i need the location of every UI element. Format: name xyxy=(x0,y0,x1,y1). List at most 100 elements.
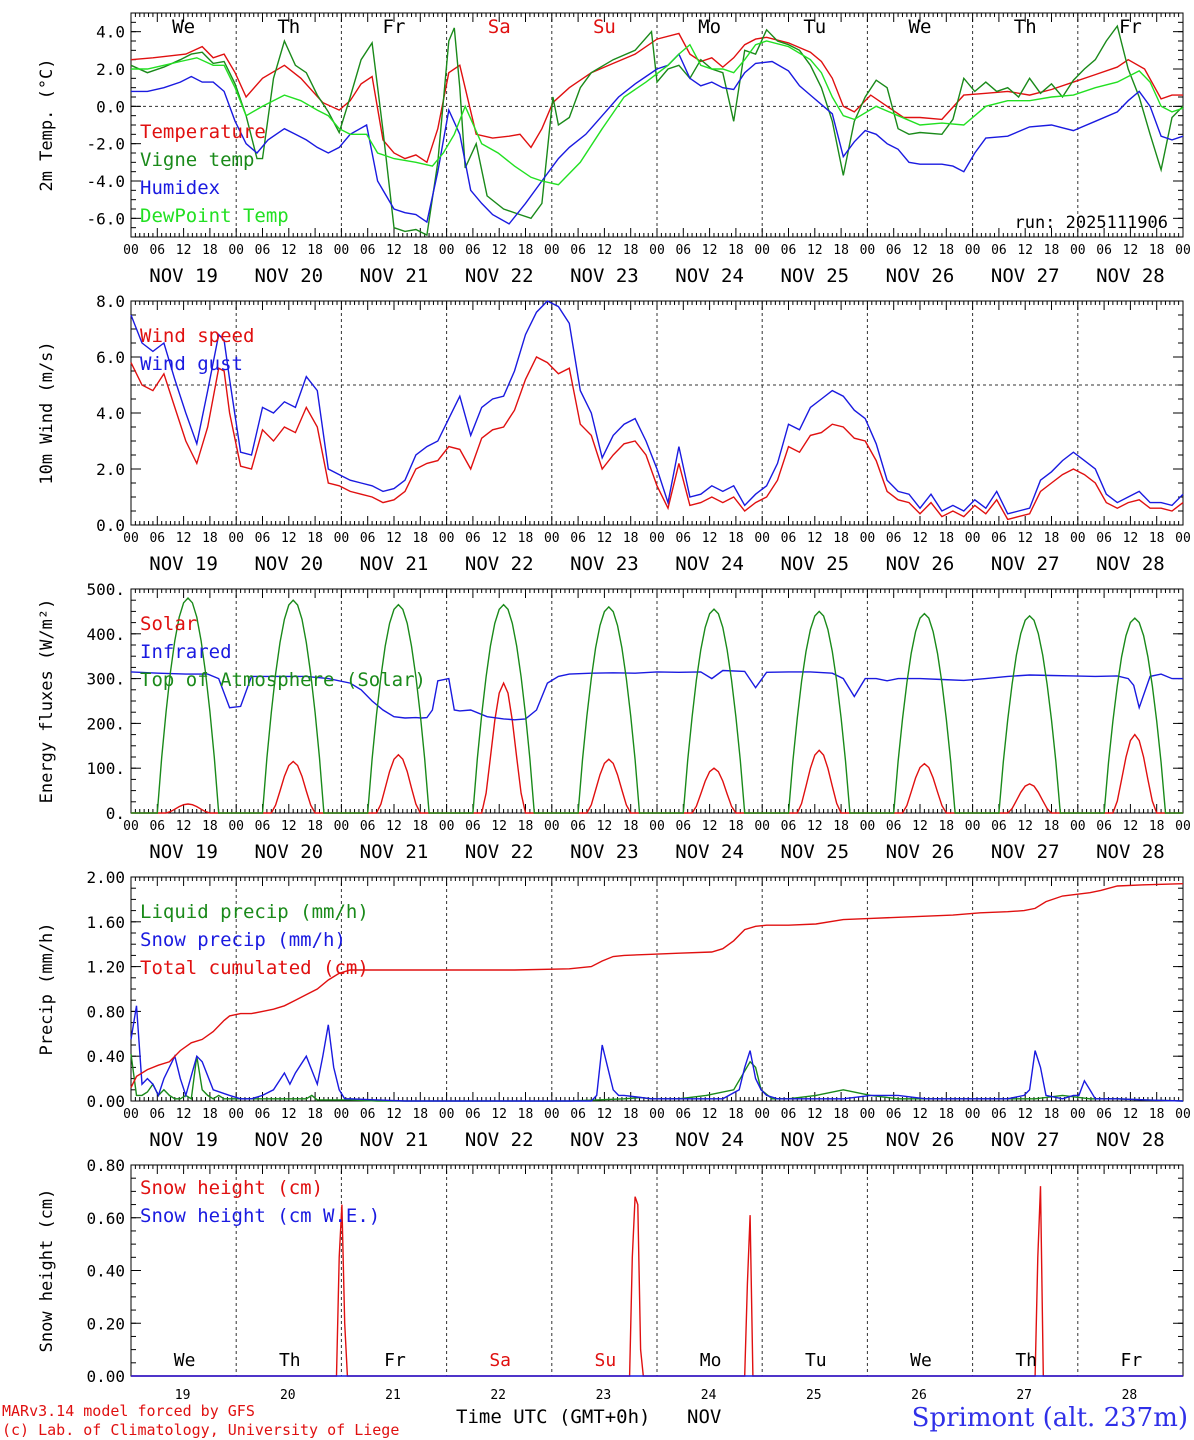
hour-label: 18 xyxy=(623,531,639,546)
hour-label: 06 xyxy=(886,819,902,834)
y-axis-label: 10m Wind (m/s) xyxy=(37,341,57,484)
date-label: NOV 25 xyxy=(780,1129,849,1151)
hour-label: 18 xyxy=(938,531,954,546)
weekday-label-top: Th xyxy=(1014,16,1037,38)
hour-label: 00 xyxy=(860,531,876,546)
date-label: NOV 25 xyxy=(780,553,849,575)
hour-label: 00 xyxy=(1175,819,1191,834)
credit-line-2: (c) Lab. of Climatology, University of L… xyxy=(2,1421,399,1439)
day-number: 20 xyxy=(280,1388,296,1403)
legend-entry: Humidex xyxy=(140,177,220,199)
hour-label: 00 xyxy=(123,1107,139,1122)
y-tick-label: 300. xyxy=(86,670,125,689)
date-label: NOV 19 xyxy=(149,265,218,287)
weekday-label-bottom: Sa xyxy=(489,1350,511,1371)
legend-entry: Vigne temp xyxy=(140,149,254,171)
hour-label: 06 xyxy=(991,531,1007,546)
hour-label: 00 xyxy=(334,243,350,258)
hour-label: 06 xyxy=(149,819,165,834)
legend-entry: Wind speed xyxy=(140,325,254,347)
y-tick-label: 400. xyxy=(86,625,125,644)
hour-label: 00 xyxy=(965,819,981,834)
weekday-label-bottom: Su xyxy=(595,1350,617,1371)
y-tick-label: 6.0 xyxy=(96,348,125,367)
hour-label: 00 xyxy=(228,819,244,834)
hour-label: 00 xyxy=(965,531,981,546)
hour-label: 00 xyxy=(860,1107,876,1122)
y-tick-label: 0.00 xyxy=(86,1367,125,1386)
hour-label: 06 xyxy=(675,531,691,546)
hour-label: 18 xyxy=(518,1107,534,1122)
hour-label: 12 xyxy=(1017,531,1033,546)
hour-label: 06 xyxy=(886,1107,902,1122)
hour-label: 12 xyxy=(491,1107,507,1122)
hour-label: 00 xyxy=(649,243,665,258)
y-tick-label: 0.40 xyxy=(86,1262,125,1281)
hour-label: 00 xyxy=(228,531,244,546)
y-tick-label: -2.0 xyxy=(86,135,125,154)
hour-label: 18 xyxy=(412,243,428,258)
date-label: NOV 19 xyxy=(149,841,218,863)
y-tick-label: 1.60 xyxy=(86,913,125,932)
hour-label: 12 xyxy=(702,1107,718,1122)
hour-label: 06 xyxy=(255,531,271,546)
date-label: NOV 20 xyxy=(254,265,323,287)
hour-label: 06 xyxy=(465,243,481,258)
hour-label: 00 xyxy=(754,1107,770,1122)
y-tick-label: 500. xyxy=(86,580,125,599)
hour-label: 06 xyxy=(149,243,165,258)
hour-label: 12 xyxy=(597,243,613,258)
date-label: NOV 25 xyxy=(780,841,849,863)
hour-label: 06 xyxy=(886,243,902,258)
hour-label: 12 xyxy=(1017,1107,1033,1122)
hour-label: 18 xyxy=(518,243,534,258)
y-tick-label: 2.00 xyxy=(86,868,125,887)
y-tick-label: 200. xyxy=(86,714,125,733)
date-label: NOV 24 xyxy=(675,841,744,863)
hour-label: 00 xyxy=(860,819,876,834)
hour-label: 18 xyxy=(202,819,218,834)
hour-label: 00 xyxy=(754,531,770,546)
day-number: 23 xyxy=(596,1388,612,1403)
hour-label: 06 xyxy=(991,819,1007,834)
hour-label: 18 xyxy=(1044,243,1060,258)
hour-label: 12 xyxy=(912,531,928,546)
date-label: NOV 28 xyxy=(1096,1129,1165,1151)
hour-label: 18 xyxy=(1044,819,1060,834)
hour-label: 12 xyxy=(702,819,718,834)
weekday-label-top: We xyxy=(909,16,932,38)
hour-label: 00 xyxy=(439,243,455,258)
hour-label: 00 xyxy=(439,819,455,834)
hour-label: 18 xyxy=(728,819,744,834)
weekday-label-top: Fr xyxy=(1119,16,1142,38)
date-label: NOV 23 xyxy=(570,1129,639,1151)
series-snow-precip-mm-h- xyxy=(130,1005,1184,1102)
series-snow-height-cm- xyxy=(131,1186,1183,1377)
hour-label: 18 xyxy=(623,243,639,258)
hour-label: 00 xyxy=(334,819,350,834)
weekday-label-bottom: Th xyxy=(279,1350,301,1371)
date-label: NOV 26 xyxy=(886,841,955,863)
weekday-label-top: Tu xyxy=(803,16,826,38)
hour-label: 12 xyxy=(597,1107,613,1122)
hour-label: 12 xyxy=(807,243,823,258)
hour-label: 06 xyxy=(781,819,797,834)
y-tick-label: 0.0 xyxy=(96,516,125,535)
hour-label: 00 xyxy=(123,243,139,258)
hour-label: 00 xyxy=(1175,531,1191,546)
hour-label: 12 xyxy=(281,243,297,258)
hour-label: 12 xyxy=(912,1107,928,1122)
legend-entry: Wind gust xyxy=(140,353,243,375)
hour-label: 12 xyxy=(807,1107,823,1122)
hour-label: 06 xyxy=(570,531,586,546)
date-label: NOV 26 xyxy=(886,265,955,287)
hour-label: 12 xyxy=(491,531,507,546)
hour-label: 06 xyxy=(570,243,586,258)
hour-label: 18 xyxy=(202,243,218,258)
hour-label: 18 xyxy=(1044,531,1060,546)
hour-label: 06 xyxy=(1096,243,1112,258)
legend-entry: Snow height (cm) xyxy=(140,1177,323,1199)
hour-label: 12 xyxy=(176,531,192,546)
date-label: NOV 27 xyxy=(991,1129,1060,1151)
